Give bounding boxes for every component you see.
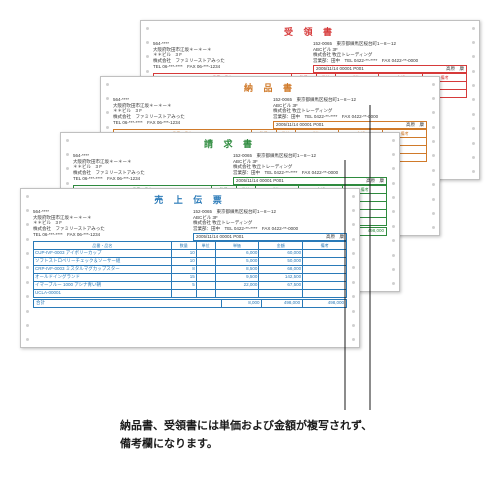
- sprocket-right: [389, 133, 397, 291]
- header-block: 564-****大阪府吹田市江坂＊ー＊ー＊＊＊ビル 3 F株式会社 ファミリース…: [33, 209, 347, 241]
- header-block: 564-****大阪府吹田市江坂＊ー＊ー＊＊＊ビル 3 F株式会社 ファミリース…: [73, 153, 387, 185]
- doc-sign: 高原 康: [366, 178, 384, 184]
- form-title: 納 品 書: [113, 83, 427, 95]
- sender-tel: TEL 06-***-****: [153, 64, 183, 69]
- form-title: 売 上 伝 票: [33, 195, 347, 207]
- form-title: 請 求 書: [73, 139, 387, 151]
- caption-line2: 備考欄になります。: [120, 436, 372, 454]
- sender-fax: FAX 06-***-1234: [67, 232, 100, 237]
- header-block: 564-****大阪府吹田市江坂＊ー＊ー＊＊＊ビル 3 F株式会社 ファミリース…: [113, 97, 427, 129]
- doc-number: 2005/11/14 00001 P001: [316, 66, 364, 72]
- caption-line1: 納品書、受領書には単価および金額が複写されず、: [120, 418, 372, 436]
- doc-sign: 高原 康: [446, 66, 464, 72]
- items-table: 品番・品名数量単位単価金額備考CUP-IVF-0003 アイボリーカップ106,…: [33, 241, 347, 298]
- sender-tel: TEL 06-***-****: [33, 232, 63, 237]
- caption-text: 納品書、受領書には単価および金額が複写されず、備考欄になります。: [120, 418, 372, 453]
- form-title: 受 領 書: [153, 27, 467, 39]
- sprocket-right: [349, 189, 357, 347]
- table-row: ソフトストロベリーチェック＆ソーサー組105,00050,000: [34, 257, 347, 265]
- buyer-person: 営業部：田中 TEL 0422-**-**** FAX 0422-**-0000: [233, 170, 387, 176]
- table-header: 品番・品名数量単位単価金額備考: [34, 241, 347, 249]
- buyer-person: 営業部：田中 TEL 0422-**-**** FAX 0422-**-0000: [193, 226, 347, 232]
- sender-fax: FAX 06-***-1234: [187, 64, 220, 69]
- doc-sign: 高原 康: [326, 234, 344, 240]
- sender-tel: TEL 06-***-****: [73, 176, 103, 181]
- header-block: 564-****大阪府吹田市江坂＊ー＊ー＊＊＊ビル 3 F株式会社 ファミリース…: [153, 41, 467, 73]
- table-row: オールドイングランド159,500142,500: [34, 273, 347, 281]
- totals-row: 合計8,000498,000498,000: [33, 299, 347, 308]
- sprocket-left: [23, 189, 31, 347]
- doc-number: 2005/11/14 00001 P001: [236, 178, 284, 184]
- doc-sign: 高原 康: [406, 122, 424, 128]
- sender-fax: FAX 06-***-1234: [107, 176, 140, 181]
- table-row: CUP-IVF-0003 アイボリーカップ106,00060,000: [34, 249, 347, 257]
- table-row: CRP-IVF-0003 ミスタルマグカップスター88,50068,000: [34, 265, 347, 273]
- sprocket-right: [429, 77, 437, 235]
- doc-number: 2005/11/14 00001 P001: [276, 122, 324, 128]
- doc-number: 2005/11/14 00001 P001: [196, 234, 244, 240]
- buyer-person: 営業部：田中 TEL 0422-**-**** FAX 0422-**-0000: [273, 114, 427, 120]
- table-row: イマーブルー 1000 アシナ青い朝522,00067,500: [34, 281, 347, 289]
- buyer-person: 営業部：田中 TEL 0422-**-**** FAX 0422-**-0000: [313, 58, 467, 64]
- sprocket-right: [469, 21, 477, 179]
- table-row: UCLA-00001: [34, 289, 347, 297]
- sender-fax: FAX 06-***-1234: [147, 120, 180, 125]
- form-sales: 売 上 伝 票 564-****大阪府吹田市江坂＊ー＊ー＊＊＊ビル 3 F株式会社…: [20, 188, 360, 348]
- sender-tel: TEL 06-***-****: [113, 120, 143, 125]
